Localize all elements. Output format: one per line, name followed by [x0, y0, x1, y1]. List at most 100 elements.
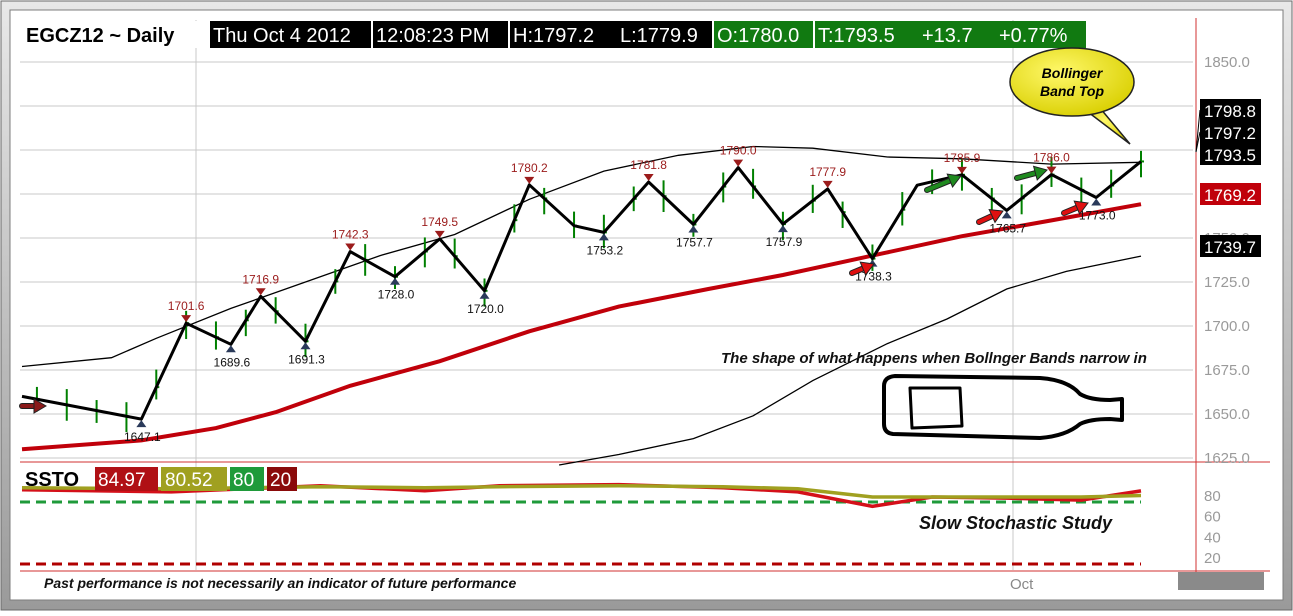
stoch-k-box [95, 467, 158, 491]
pivot-high-marker [524, 176, 535, 184]
upper-band-line [21, 145, 1142, 368]
stoch-tick-label: 80 [1204, 488, 1221, 505]
stoch-caption: Slow Stochastic Study [919, 513, 1113, 533]
date-text: Thu Oct 4 2012 [213, 25, 351, 47]
price-tick-label: 1675.0 [1204, 362, 1250, 379]
time-box [373, 21, 508, 48]
pivot-low-label: 1691.3 [288, 352, 325, 366]
lower-band-line [558, 255, 1142, 466]
disclaimer: Past performance is not necessarily an i… [44, 575, 516, 591]
bollinger-callout: Bollinger Band Top [1009, 47, 1135, 145]
time-text: 12:08:23 PM [376, 25, 489, 47]
stoch-lower-value: 20 [270, 470, 291, 491]
pivot-low-marker [479, 291, 490, 299]
lower-band-tag: 1739.7 [1204, 238, 1256, 257]
middle-band [21, 202, 1142, 452]
pivot-low-marker [225, 345, 236, 353]
low-text: L:1779.9 [620, 25, 698, 47]
pivot-high-label: 1785.9 [944, 151, 981, 165]
change-text: +13.7 [922, 25, 973, 47]
stochastic-header: SSTO 84.97 80.52 80 20 [25, 467, 297, 491]
lower-band-tag-box [1200, 235, 1261, 257]
pivot-low-marker [1091, 198, 1102, 206]
last-tag: 1793.5 [1204, 146, 1256, 165]
date-box [210, 21, 371, 48]
high-text: H:1797.2 [513, 25, 594, 47]
bottle-icon [882, 374, 1124, 440]
pivot-high-marker [822, 180, 833, 188]
stoch-lower-box [267, 467, 297, 491]
pivot-high-label: 1742.3 [332, 228, 369, 242]
tag-leader [1195, 109, 1201, 153]
pivot-low-marker [300, 342, 311, 350]
upper-band-tag: 1798.8 [1204, 102, 1256, 121]
pivot-low-marker [390, 277, 400, 285]
pivot-high-label: 1749.5 [421, 215, 458, 229]
last-tag-box [1200, 143, 1261, 165]
start-arrow [19, 398, 47, 414]
callout-line1: Bollinger [1042, 65, 1104, 81]
stoch-tick-label: 40 [1204, 529, 1221, 546]
bottle-caption: The shape of what happens when Bollnger … [721, 350, 1147, 367]
pivot-high-marker [345, 243, 356, 251]
symbol-box [22, 21, 208, 48]
upper-band-tag-box [1200, 99, 1261, 121]
high-tag: 1797.2 [1204, 124, 1256, 143]
gridlines [20, 20, 1193, 570]
price-tick-label: 1725.0 [1204, 274, 1250, 291]
stoch-tick-label: 60 [1204, 509, 1221, 526]
stoch-d-line [21, 483, 1142, 499]
stoch-k-value: 84.97 [98, 470, 146, 491]
pivot-high-label: 1786.0 [1033, 151, 1070, 165]
stoch-tick-label: 20 [1204, 550, 1221, 567]
open-box [714, 21, 813, 48]
pivot-high-marker [1046, 166, 1057, 174]
scroll-block[interactable] [1178, 572, 1264, 590]
pivot-low-label: 1689.6 [214, 355, 251, 369]
pivot-high-marker [181, 315, 192, 323]
pivot-high-marker [956, 166, 967, 174]
zigzag-line [21, 160, 1142, 421]
price-tick-label: 1700.0 [1204, 318, 1250, 335]
pivot-high-label: 1716.9 [242, 272, 279, 286]
pivot-high-marker [255, 288, 266, 296]
tag-leader [1195, 131, 1201, 153]
callout-line2: Band Top [1040, 83, 1104, 99]
pivot-high-label: 1701.6 [168, 299, 205, 313]
open-text: O:1780.0 [717, 25, 799, 47]
pivot-high-label: 1777.9 [809, 165, 846, 179]
middle-band-tag-box [1200, 183, 1261, 205]
middle-band-line [21, 202, 1142, 452]
pivot-low-label: 1720.0 [467, 302, 504, 316]
pivot-labels: 1647.1 1701.6 1689.6 1716.9 1691.3 1742.3 1728… [124, 144, 1116, 445]
red-arrow [976, 209, 1004, 225]
pivot-high-marker [733, 159, 744, 167]
quote-header: EGCZ12 ~ Daily Thu Oct 4 2012 12:08:23 P… [22, 21, 1086, 48]
stoch-d-box [161, 467, 227, 491]
stochastic-lines [20, 482, 1142, 566]
pivot-high-label: 1780.2 [511, 161, 548, 175]
price-value-tags: 1798.8 1797.2 1793.5 1769.2 1739.7 [1195, 99, 1261, 257]
pivot-low-label: 1728.0 [378, 288, 415, 302]
green-arrow [1014, 165, 1048, 181]
pivot-high-label: 1790.0 [720, 144, 757, 158]
upper-band [21, 145, 1142, 368]
stoch-d-value: 80.52 [165, 470, 213, 491]
stoch-upper-box [230, 467, 264, 491]
price-tick-label: 1650.0 [1204, 406, 1250, 423]
green-arrow [924, 173, 962, 193]
callout-bubble [1009, 47, 1135, 117]
pivot-high-marker [434, 230, 445, 238]
pivot-low-marker [1001, 211, 1012, 219]
price-tick-label: 1850.0 [1204, 54, 1250, 71]
symbol-title: EGCZ12 ~ Daily [26, 25, 175, 47]
pivot-low-marker [777, 225, 788, 233]
pivot-high-marker [643, 174, 654, 182]
stoch-label: SSTO [25, 469, 79, 491]
stoch-upper-value: 80 [233, 470, 254, 491]
stoch-axis: 80 60 40 20 [1204, 488, 1221, 567]
annotation-arrows [19, 165, 1089, 414]
pivot-high-label: 1781.8 [630, 158, 667, 172]
